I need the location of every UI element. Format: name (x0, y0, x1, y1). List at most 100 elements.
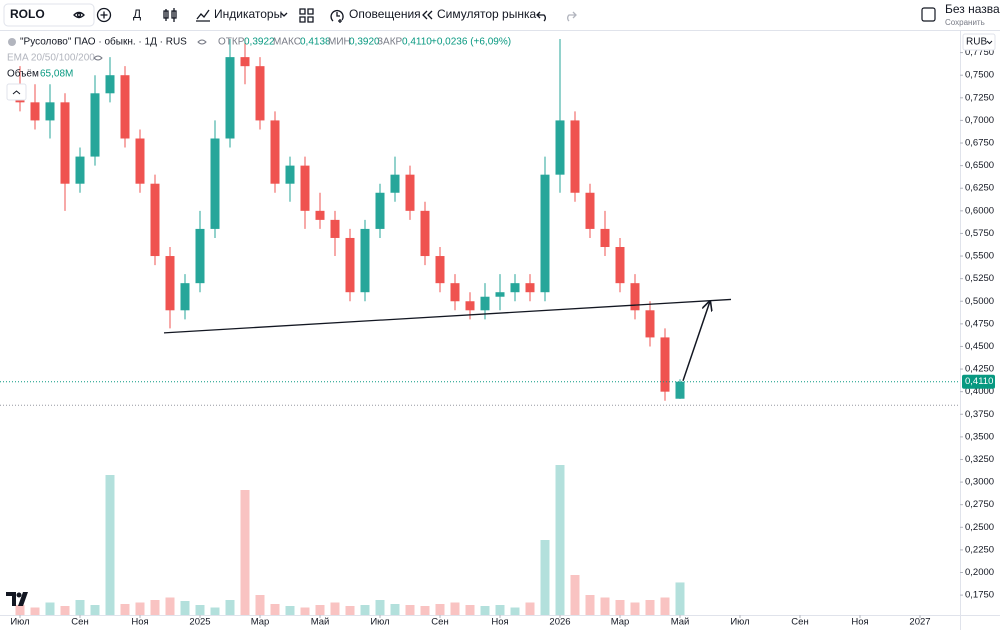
trendline (163, 298, 732, 334)
save-label[interactable]: Сохранить (945, 18, 985, 27)
x-tick-label: Июл (730, 617, 749, 628)
visibility-icon[interactable] (197, 39, 207, 45)
currency-box[interactable] (962, 33, 996, 51)
close-value: 0,4110 (402, 37, 432, 48)
axes: 0,1750 0,2000 0,2250 0,2500 0,2750 0,3000 0,32… (10, 47, 995, 628)
currency[interactable]: RUB (966, 37, 987, 48)
volume-bar (315, 605, 325, 615)
templates-button[interactable] (299, 8, 314, 23)
indicators-icon[interactable] (196, 9, 210, 22)
y-tick-label: 0,4000 (965, 386, 994, 397)
volume-bar (90, 605, 100, 615)
volume-bar (465, 605, 475, 615)
candle-body (420, 210, 430, 257)
candle-body (285, 165, 295, 184)
chart-type-button[interactable] (163, 8, 177, 22)
candle-body (555, 120, 565, 175)
y-tick-label: 0,6250 (965, 183, 994, 194)
currency-dropdown (986, 40, 993, 45)
symbol[interactable]: ROLO (10, 7, 45, 21)
y-tick-label: 0,2250 (965, 544, 994, 555)
interval-button[interactable]: Д (133, 7, 141, 21)
x-tick-label: Мар (611, 617, 630, 628)
x-tick-label: Ноя (491, 617, 508, 628)
x-tick-label: Ноя (131, 617, 148, 628)
candle-body (615, 247, 625, 284)
y-tick-label: 0,5000 (965, 296, 994, 307)
candle-body (75, 156, 85, 184)
x-tick-label: Июл (370, 617, 389, 628)
replay-button[interactable]: Симулятор рынка (437, 7, 536, 21)
candle-body (405, 174, 415, 211)
volume-bar (135, 602, 145, 615)
collapse-legend[interactable] (6, 83, 27, 101)
layout-name[interactable]: Без названия (945, 2, 1000, 16)
toolbar-bg (0, 0, 1000, 30)
y-tick-label: 0,6750 (965, 138, 994, 149)
y-tick-label: 0,3500 (965, 431, 994, 442)
arrow (682, 301, 710, 382)
y-tick-label: 0,7000 (965, 115, 994, 126)
alerts-icon[interactable] (330, 9, 344, 23)
x-tick-label: 2027 (909, 617, 930, 628)
volume-label[interactable]: Объём (7, 68, 39, 80)
volume-bar (675, 582, 685, 615)
instrument-logo (8, 38, 16, 46)
volume-bar (120, 604, 130, 615)
candle-body (150, 183, 160, 257)
candle-body (630, 283, 640, 311)
y-tick-label: 0,5250 (965, 273, 994, 284)
instrument-name[interactable]: "Русолово" ПАО · обыкн. · 1Д · RUS (20, 36, 187, 48)
volume-bar (105, 475, 115, 615)
candle-body (270, 120, 280, 184)
y-tick-label: 0,2750 (965, 499, 994, 510)
volume-bar (330, 602, 340, 615)
y-tick-label: 0,3000 (965, 477, 994, 488)
layout-title: Без названия Сохранить (945, 2, 1000, 27)
undo-button[interactable] (536, 11, 546, 22)
volume-bar (420, 606, 430, 615)
open-label: ОТКР (218, 37, 245, 48)
volume-bar (30, 607, 40, 615)
indicators-button[interactable]: Индикаторы (214, 7, 282, 21)
indicators-dropdown[interactable] (280, 12, 288, 17)
x-tick-label: Сен (791, 617, 808, 628)
candle-body (225, 57, 235, 139)
x-tick-label: 2025 (189, 617, 210, 628)
symbol-search[interactable] (3, 3, 95, 27)
layout-checkbox[interactable] (921, 7, 936, 22)
volume-bar (645, 600, 655, 615)
candle-body (525, 283, 535, 293)
y-tick-label: 0,1750 (965, 590, 994, 601)
x-tick-label: Сен (431, 617, 448, 628)
candle-body (180, 283, 190, 311)
candle-body (360, 228, 370, 293)
candle-body (390, 174, 400, 193)
candle-body (495, 292, 505, 297)
ema-visibility[interactable] (93, 55, 103, 61)
volume-bar (300, 607, 310, 615)
volume-bar (345, 606, 355, 615)
replay-icon[interactable] (422, 10, 433, 20)
volume-bar (555, 465, 565, 615)
volume-bar (15, 605, 25, 615)
compare-button[interactable] (96, 7, 112, 23)
x-tick-label: Июл (10, 617, 29, 628)
redo-button[interactable] (567, 11, 577, 22)
candle-body (465, 301, 475, 311)
volume-bar (660, 597, 670, 615)
volume-bar (210, 607, 220, 615)
volume-bar (600, 597, 610, 615)
y-tick-label: 0,5750 (965, 228, 994, 239)
logo-dot (16, 592, 22, 598)
compare-plus (100, 11, 108, 19)
candle-body (540, 174, 550, 293)
ema-legend[interactable]: EMA 20/50/100/200 (7, 53, 95, 64)
toolbar: ROLO Д Индикаторы Оповещения Симулятор р… (0, 0, 1000, 31)
candle-body (510, 283, 520, 293)
candle-body (120, 75, 130, 139)
alerts-button[interactable]: Оповещения (349, 7, 421, 21)
symbol-icon[interactable] (73, 11, 85, 19)
volume-bar (240, 490, 250, 615)
